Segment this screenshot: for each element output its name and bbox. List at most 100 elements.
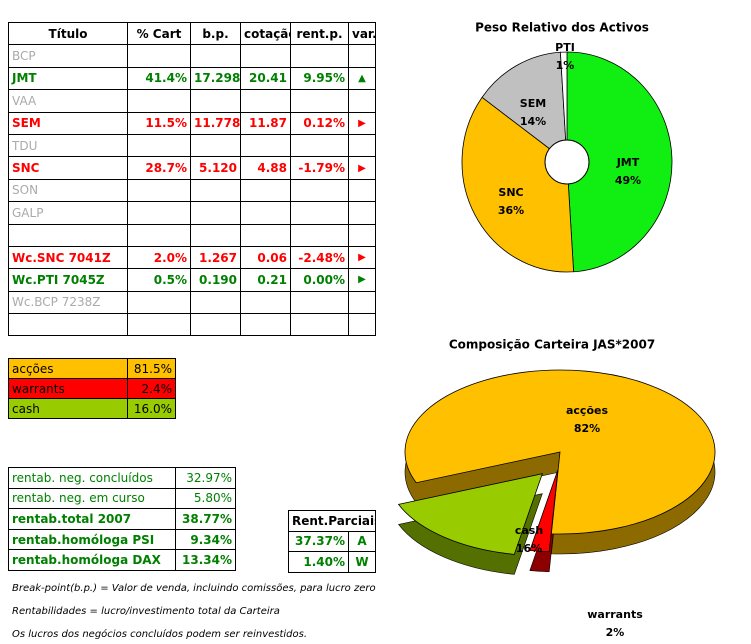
- returns-row: rentab.total 2007 38.77%: [8, 508, 236, 530]
- note: Os lucros dos negócios concluídos podem …: [12, 629, 308, 640]
- table: Título% Cartb.p.cotaçãorent.p.var.BCPJMT…: [8, 21, 376, 337]
- table-cell: ▶: [348, 245, 376, 270]
- partial-cell: W: [347, 551, 377, 573]
- table-cell: GALP: [8, 201, 128, 225]
- table-cell: 0.190: [190, 268, 241, 292]
- table-cell: 4.88: [240, 156, 291, 180]
- table-cell: SON: [8, 178, 128, 203]
- partial-cell: A: [347, 530, 377, 553]
- header-cell: rent.p.: [290, 21, 349, 46]
- table-cell: 20.41: [240, 66, 291, 91]
- table-cell: -1.79%: [290, 156, 349, 180]
- table-cell: [290, 201, 349, 225]
- table-cell: ▶: [348, 111, 376, 135]
- returns-cell: rentab.homóloga DAX: [8, 549, 176, 571]
- slice-value-label: 82%: [574, 422, 600, 435]
- table-row: Wc.SNC 7041Z 2.0% 1.267 0.06 -2.48% ▶: [8, 245, 376, 270]
- table-cell: 2.0%: [127, 245, 191, 270]
- allocation-cell: 16.0%: [127, 398, 176, 419]
- table-cell: [348, 178, 376, 203]
- table-cell: 9.95%: [290, 66, 349, 91]
- table-cell: [8, 223, 128, 247]
- table: Rent.Parciais 37.37% A 1.40% W: [287, 510, 377, 573]
- slice-label: acções: [566, 404, 608, 417]
- allocation-cell: acções: [8, 358, 128, 379]
- table-cell: [240, 313, 291, 337]
- table-cell: 0.12%: [290, 111, 349, 135]
- table-cell: [348, 290, 376, 315]
- table-cell: [190, 290, 241, 315]
- returns-cell: 32.97%: [175, 467, 236, 489]
- table-cell: [8, 313, 128, 337]
- returns-cell: 13.34%: [175, 549, 236, 571]
- table-cell: 28.7%: [127, 156, 191, 180]
- table-cell: -2.48%: [290, 245, 349, 270]
- slice-label: cash: [515, 524, 543, 537]
- table-row: BCP: [8, 44, 376, 68]
- table-cell: [290, 290, 349, 315]
- returns-cell: rentab.total 2007: [8, 508, 176, 530]
- partial-row: 1.40% W: [288, 551, 377, 573]
- returns-cell: 9.34%: [175, 528, 236, 551]
- table-cell: [348, 133, 376, 158]
- table-cell: [240, 223, 291, 247]
- table-cell: [240, 178, 291, 203]
- table-cell: 41.4%: [127, 66, 191, 91]
- table-row: Wc.BCP 7238Z: [8, 290, 376, 315]
- table-row: SNC 28.7% 5.120 4.88 -1.79% ▶: [8, 156, 376, 180]
- slice-value-label: 14%: [520, 115, 546, 128]
- table-cell: [290, 313, 349, 337]
- pie-slice: [481, 51, 568, 163]
- pie-slice: [566, 51, 673, 273]
- table-cell: [190, 223, 241, 247]
- table-cell: SEM: [8, 111, 128, 135]
- partial-row: 37.37% A: [288, 530, 377, 553]
- table-cell: Wc.PTI 7045Z: [8, 268, 128, 292]
- returns-row: rentab. neg. concluídos 32.97%: [8, 467, 236, 489]
- returns-cell: rentab. neg. em curso: [8, 487, 176, 510]
- chart-title: Composição Carteira JAS*2007: [449, 338, 655, 352]
- slice-label: JMT: [616, 156, 640, 169]
- pie-slice: [529, 469, 559, 553]
- table-cell: [127, 44, 191, 68]
- allocation-cell: cash: [8, 398, 128, 419]
- returns-row: rentab. neg. em curso 5.80%: [8, 487, 236, 510]
- table-row: GALP: [8, 201, 376, 225]
- allocation-row: acções 81.5%: [8, 358, 176, 379]
- table-cell: Wc.BCP 7238Z: [8, 290, 128, 315]
- table-cell: 11.87: [240, 111, 291, 135]
- table-cell: 0.5%: [127, 268, 191, 292]
- table-body: Título% Cartb.p.cotaçãorent.p.var.BCPJMT…: [8, 21, 376, 337]
- table-cell: JMT: [8, 66, 128, 91]
- slice-value-label: 16%: [516, 542, 542, 555]
- table-cell: 0.21: [240, 268, 291, 292]
- table-cell: 5.120: [190, 156, 241, 180]
- table-cell: [190, 313, 241, 337]
- slice-value-label: 49%: [615, 174, 641, 187]
- table-cell: [348, 223, 376, 247]
- partial-cell: 1.40%: [288, 551, 349, 573]
- allocation-row: cash 16.0%: [8, 398, 176, 419]
- table-cell: ▲: [348, 66, 376, 91]
- allocation-cell: warrants: [8, 378, 128, 399]
- table-cell: [127, 89, 191, 113]
- table-cell: [348, 44, 376, 68]
- table-cell: [290, 89, 349, 113]
- table-row: SEM 11.5% 11.778 11.87 0.12% ▶: [8, 111, 376, 135]
- table-cell: [240, 201, 291, 225]
- table-cell: [127, 223, 191, 247]
- allocation-cell: 2.4%: [127, 378, 176, 399]
- table-cell: Wc.SNC 7041Z: [8, 245, 128, 270]
- table-cell: 0.00%: [290, 268, 349, 292]
- returns-row: rentab.homóloga DAX 13.34%: [8, 549, 236, 571]
- table-cell: [240, 133, 291, 158]
- partial-header-cell: Rent.Parciais: [287, 510, 377, 532]
- pie-slice: [404, 369, 716, 535]
- slice-label: PTI: [555, 41, 575, 54]
- table-row: VAA: [8, 89, 376, 113]
- table-cell: 0.06: [240, 245, 291, 270]
- table-cell: [290, 223, 349, 247]
